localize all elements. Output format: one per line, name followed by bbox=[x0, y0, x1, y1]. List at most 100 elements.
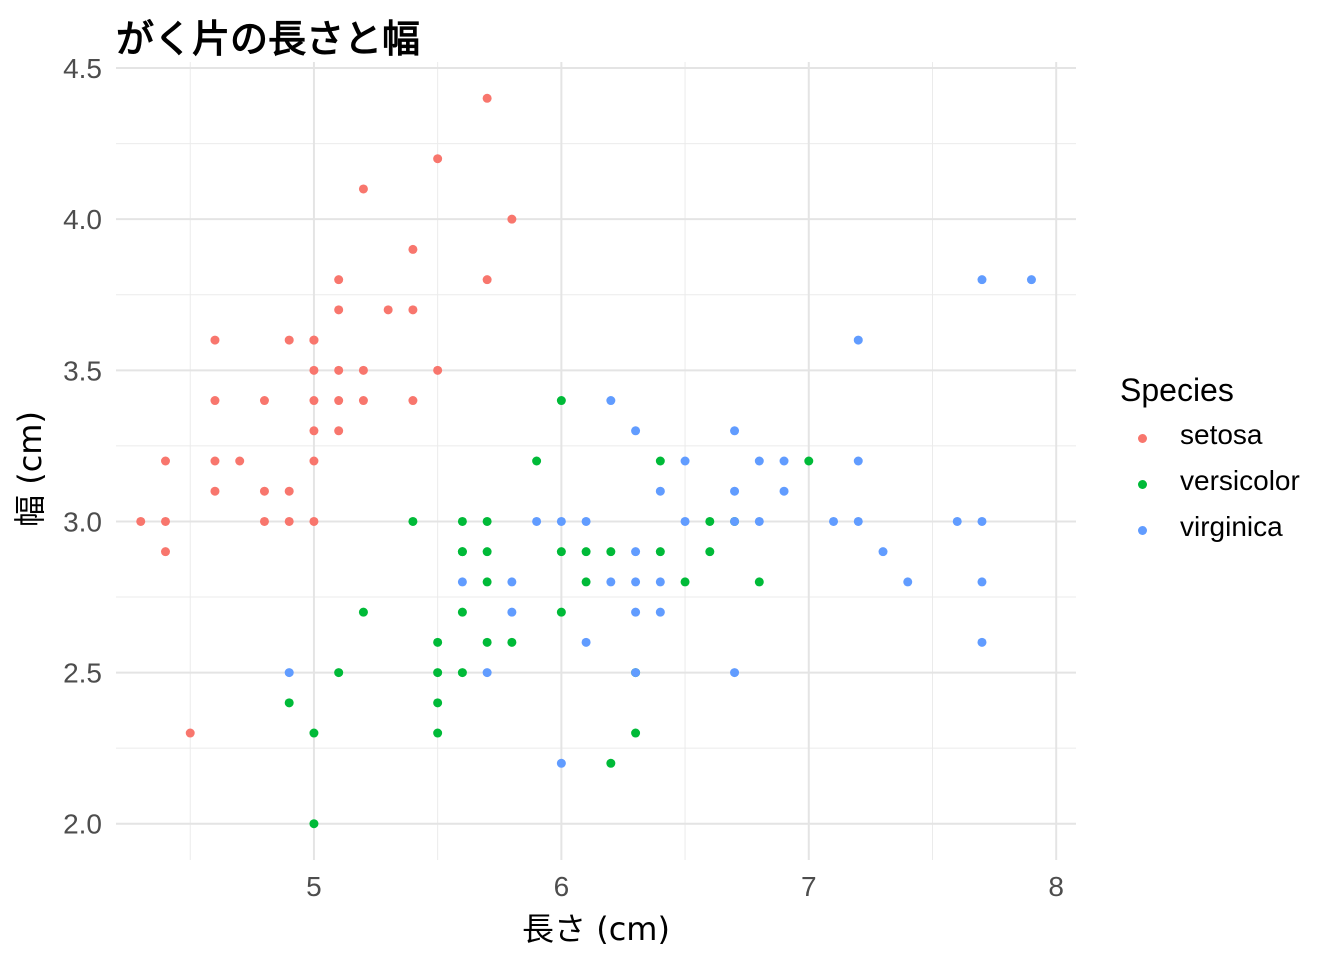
x-tick-label: 5 bbox=[306, 871, 322, 902]
point-setosa bbox=[210, 486, 220, 496]
legend-title: Species bbox=[1120, 372, 1234, 408]
point-versicolor bbox=[309, 728, 319, 738]
point-versicolor bbox=[457, 547, 467, 557]
point-virginica bbox=[581, 637, 591, 647]
legend-label-virginica: virginica bbox=[1180, 511, 1283, 542]
point-versicolor bbox=[482, 637, 492, 647]
point-versicolor bbox=[804, 456, 814, 466]
point-versicolor bbox=[433, 637, 443, 647]
point-versicolor bbox=[433, 728, 443, 738]
point-virginica bbox=[655, 607, 665, 617]
point-virginica bbox=[631, 668, 641, 678]
point-setosa bbox=[210, 456, 220, 466]
point-setosa bbox=[433, 365, 443, 375]
legend-item-virginica: virginica bbox=[1120, 511, 1283, 557]
point-virginica bbox=[284, 668, 294, 678]
point-setosa bbox=[309, 365, 319, 375]
y-tick-label: 3.0 bbox=[63, 506, 102, 537]
point-versicolor bbox=[284, 698, 294, 708]
point-setosa bbox=[334, 275, 344, 285]
point-versicolor bbox=[309, 819, 319, 829]
point-virginica bbox=[655, 486, 665, 496]
point-versicolor bbox=[482, 516, 492, 526]
point-versicolor bbox=[680, 577, 690, 587]
point-virginica bbox=[853, 335, 863, 345]
point-versicolor bbox=[433, 668, 443, 678]
point-setosa bbox=[358, 365, 368, 375]
point-setosa bbox=[408, 305, 418, 315]
y-tick-label: 2.5 bbox=[63, 658, 102, 689]
data-points bbox=[136, 93, 1036, 829]
point-virginica bbox=[631, 577, 641, 587]
point-virginica bbox=[581, 516, 591, 526]
point-setosa bbox=[284, 486, 294, 496]
point-setosa bbox=[185, 728, 195, 738]
point-virginica bbox=[680, 456, 690, 466]
legend-label-versicolor: versicolor bbox=[1180, 465, 1300, 496]
point-setosa bbox=[309, 516, 319, 526]
point-setosa bbox=[235, 456, 245, 466]
point-virginica bbox=[680, 516, 690, 526]
point-setosa bbox=[358, 184, 368, 194]
x-tick-label: 7 bbox=[801, 871, 817, 902]
tick-labels: 5 6 7 8 2.0 2.5 3.0 3.5 4.0 4.5 bbox=[63, 53, 1064, 902]
point-virginica bbox=[730, 516, 740, 526]
point-setosa bbox=[284, 335, 294, 345]
point-setosa bbox=[383, 305, 393, 315]
point-versicolor bbox=[655, 456, 665, 466]
point-versicolor bbox=[358, 607, 368, 617]
point-versicolor bbox=[556, 607, 566, 617]
point-virginica bbox=[730, 426, 740, 436]
point-setosa bbox=[408, 396, 418, 406]
point-versicolor bbox=[507, 637, 517, 647]
point-setosa bbox=[334, 305, 344, 315]
point-versicolor bbox=[581, 547, 591, 557]
point-versicolor bbox=[606, 547, 616, 557]
point-setosa bbox=[433, 154, 443, 164]
y-tick-label: 4.0 bbox=[63, 204, 102, 235]
point-setosa bbox=[160, 547, 170, 557]
point-setosa bbox=[259, 516, 269, 526]
point-virginica bbox=[507, 607, 517, 617]
y-tick-label: 3.5 bbox=[63, 355, 102, 386]
point-virginica bbox=[606, 396, 616, 406]
point-virginica bbox=[730, 486, 740, 496]
point-virginica bbox=[903, 577, 913, 587]
point-virginica bbox=[606, 577, 616, 587]
legend-dot-setosa bbox=[1138, 434, 1147, 443]
point-setosa bbox=[482, 275, 492, 285]
point-setosa bbox=[210, 335, 220, 345]
point-versicolor bbox=[705, 547, 715, 557]
point-virginica bbox=[779, 456, 789, 466]
point-setosa bbox=[210, 396, 220, 406]
x-tick-label: 6 bbox=[554, 871, 570, 902]
point-setosa bbox=[309, 426, 319, 436]
point-virginica bbox=[977, 577, 987, 587]
point-virginica bbox=[754, 456, 764, 466]
point-virginica bbox=[977, 637, 987, 647]
point-virginica bbox=[482, 668, 492, 678]
point-versicolor bbox=[482, 547, 492, 557]
grid bbox=[116, 62, 1076, 860]
point-setosa bbox=[160, 516, 170, 526]
point-virginica bbox=[829, 516, 839, 526]
point-virginica bbox=[631, 426, 641, 436]
legend-label-setosa: setosa bbox=[1180, 419, 1263, 450]
point-setosa bbox=[309, 456, 319, 466]
legend-item-setosa: setosa bbox=[1120, 419, 1263, 465]
point-versicolor bbox=[581, 577, 591, 587]
point-setosa bbox=[259, 396, 269, 406]
point-setosa bbox=[408, 244, 418, 254]
point-setosa bbox=[358, 396, 368, 406]
point-virginica bbox=[779, 486, 789, 496]
point-virginica bbox=[655, 577, 665, 587]
point-virginica bbox=[532, 516, 542, 526]
point-virginica bbox=[754, 516, 764, 526]
x-axis-label: 長さ (cm) bbox=[522, 910, 670, 948]
point-setosa bbox=[334, 365, 344, 375]
point-versicolor bbox=[457, 607, 467, 617]
y-tick-label: 2.0 bbox=[63, 809, 102, 840]
point-versicolor bbox=[532, 456, 542, 466]
point-virginica bbox=[853, 516, 863, 526]
